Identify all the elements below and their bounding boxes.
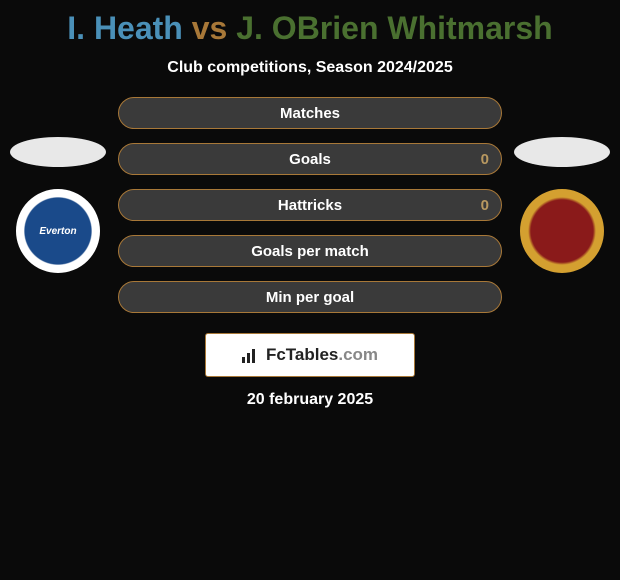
logo-suffix: .com <box>338 345 378 364</box>
logo-main: FcTables <box>266 345 338 364</box>
stat-label: Matches <box>280 105 340 122</box>
stat-bar-hattricks: Hattricks 0 <box>118 189 502 221</box>
player1-name: I. Heath <box>67 10 183 46</box>
main-row: Everton Matches Goals 0 Hattricks 0 Goal… <box>0 97 620 313</box>
player1-oval <box>10 137 106 167</box>
comparison-card: I. Heath vs J. OBrien Whitmarsh Club com… <box>0 0 620 419</box>
club-crest-right <box>520 189 604 273</box>
page-title: I. Heath vs J. OBrien Whitmarsh <box>0 10 620 47</box>
subtitle: Club competitions, Season 2024/2025 <box>0 59 620 77</box>
logo-text: FcTables.com <box>266 345 378 365</box>
right-badge-column <box>512 137 612 273</box>
player2-oval <box>514 137 610 167</box>
stat-label: Goals <box>289 151 331 168</box>
stat-bar-goals: Goals 0 <box>118 143 502 175</box>
date-label: 20 february 2025 <box>0 391 620 409</box>
player2-name: J. OBrien Whitmarsh <box>236 10 553 46</box>
stat-bars: Matches Goals 0 Hattricks 0 Goals per ma… <box>118 97 502 313</box>
stat-label: Goals per match <box>251 243 369 260</box>
stat-bar-goals-per-match: Goals per match <box>118 235 502 267</box>
stat-bar-matches: Matches <box>118 97 502 129</box>
stat-label: Hattricks <box>278 197 342 214</box>
stat-value-right: 0 <box>481 197 489 214</box>
club-crest-left: Everton <box>16 189 100 273</box>
crest-left-text: Everton <box>39 226 76 237</box>
fctables-logo[interactable]: FcTables.com <box>205 333 415 377</box>
vs-label: vs <box>192 10 228 46</box>
stat-label: Min per goal <box>266 289 354 306</box>
stat-bar-min-per-goal: Min per goal <box>118 281 502 313</box>
bar-chart-icon <box>242 347 262 363</box>
left-badge-column: Everton <box>8 137 108 273</box>
stat-value-right: 0 <box>481 151 489 168</box>
